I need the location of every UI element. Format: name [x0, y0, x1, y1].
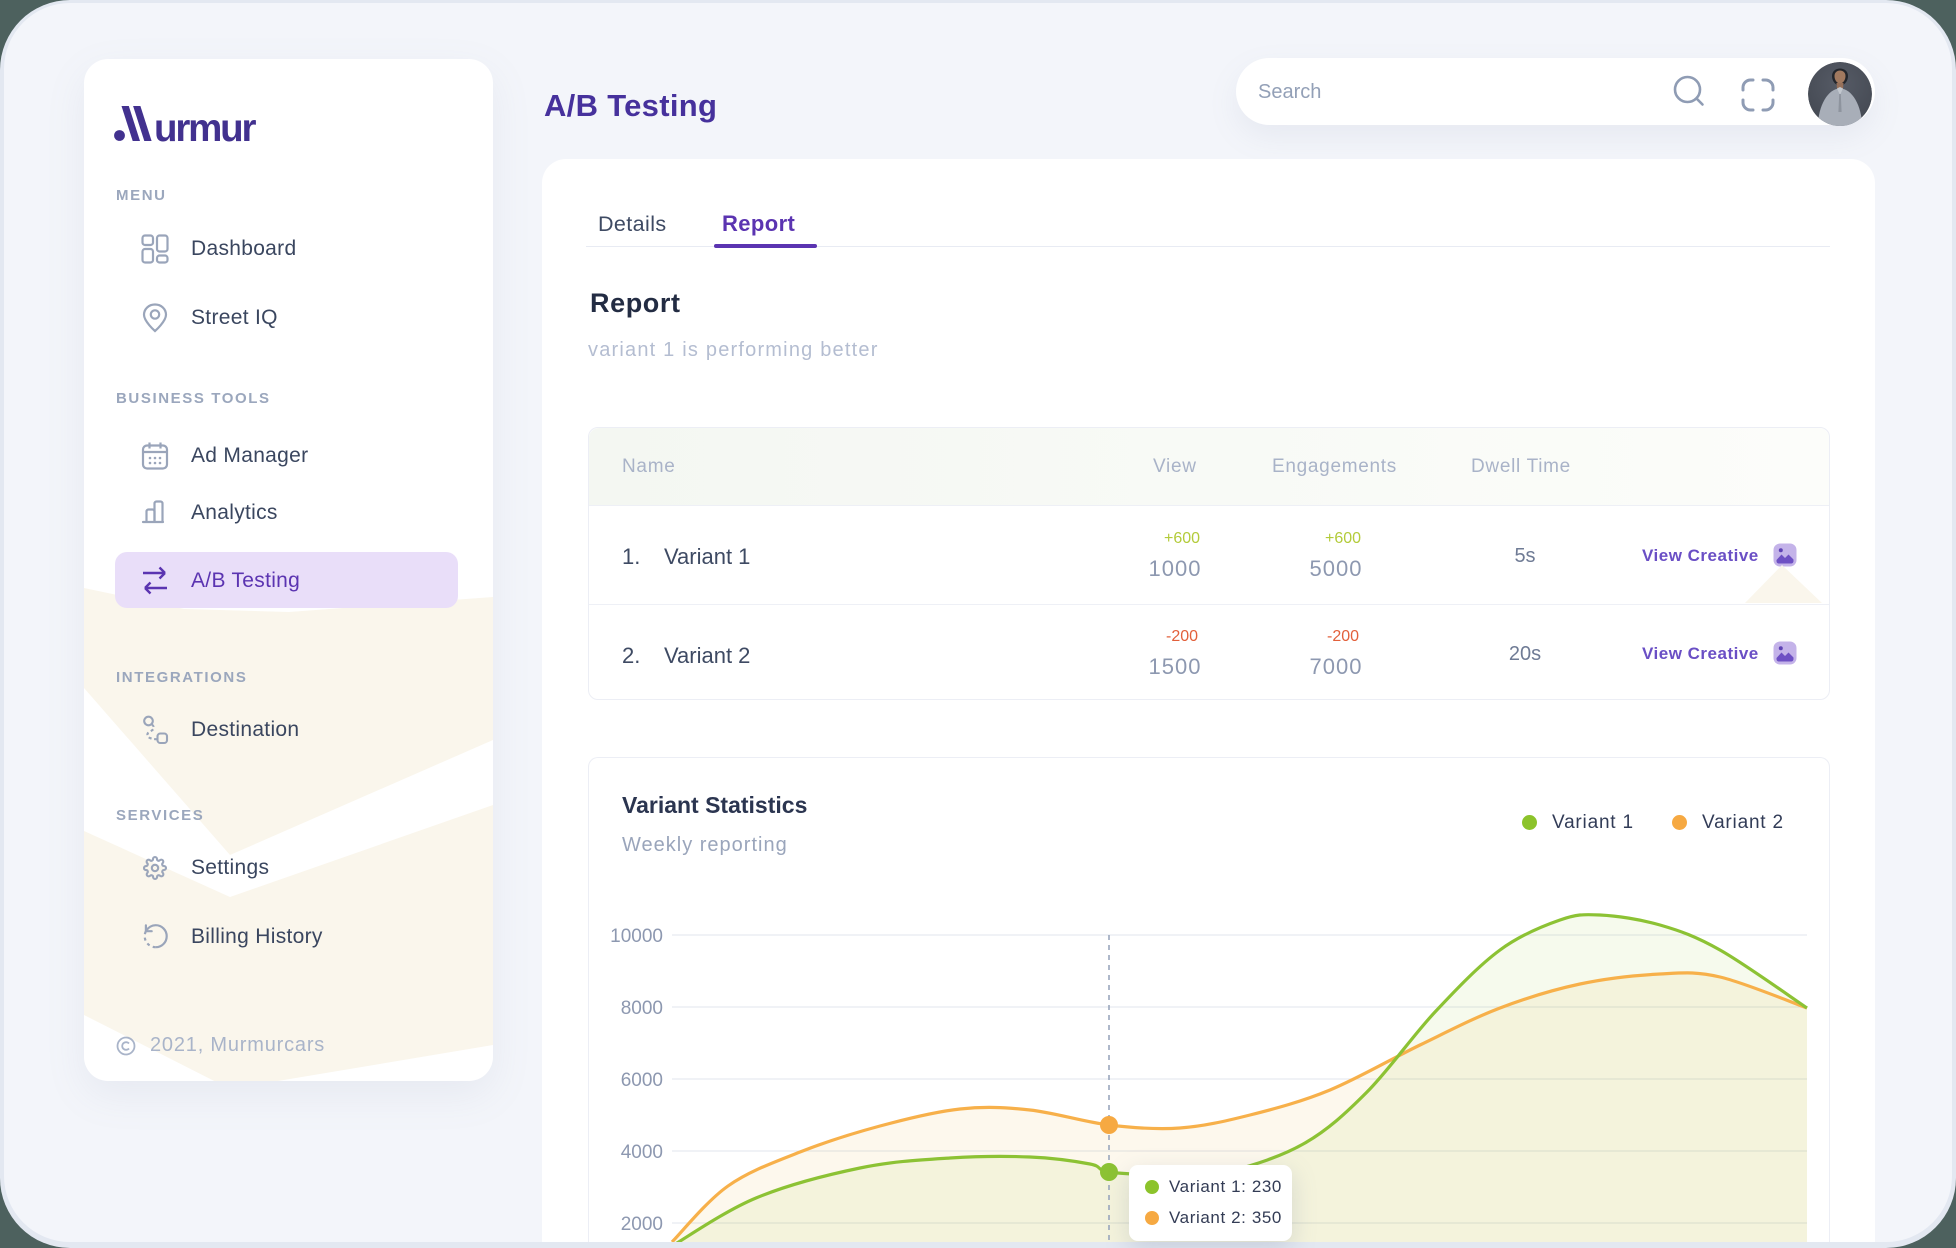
- svg-text:urmur: urmur: [154, 107, 256, 148]
- svg-text:8000: 8000: [621, 998, 663, 1019]
- svg-text:2000: 2000: [621, 1214, 663, 1235]
- svg-text:4000: 4000: [621, 1142, 663, 1163]
- svg-text:10000: 10000: [610, 926, 663, 947]
- svg-text:6000: 6000: [621, 1070, 663, 1091]
